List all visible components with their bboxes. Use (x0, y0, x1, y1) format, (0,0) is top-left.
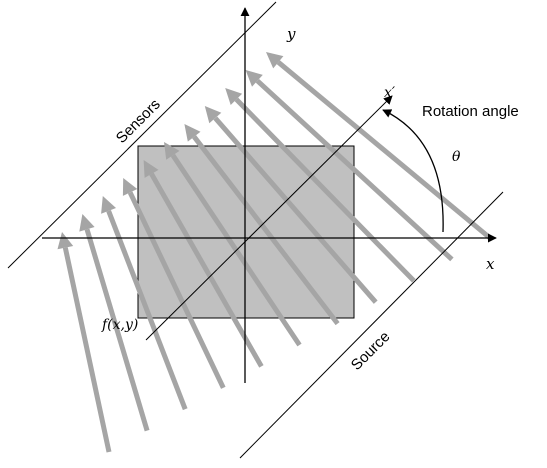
rotation-angle-label: Rotation angle (422, 103, 519, 120)
rotation-angle-arc (382, 109, 444, 233)
x-axis-label: x (486, 255, 495, 273)
projection-ray (106, 209, 188, 411)
x-prime-label: x′ (384, 85, 396, 101)
projection-ray-arrowhead (204, 106, 222, 124)
projection-ray (84, 228, 150, 432)
projection-ray-arrowhead (164, 142, 180, 160)
projection-ray-arrowhead (184, 124, 201, 142)
projection-ray (127, 191, 226, 389)
projection-ray-arrowhead (57, 232, 74, 250)
projection-ray-arrowhead (122, 178, 138, 196)
projection-ray (192, 135, 340, 326)
projection-ray-arrowhead (79, 214, 95, 232)
projection-ray (149, 172, 264, 368)
projection-ray (234, 97, 416, 283)
projection-ray-arrowhead (266, 52, 284, 69)
projection-ray (213, 116, 378, 304)
function-label: f(x,y) (101, 317, 138, 333)
projection-rays (57, 52, 492, 453)
y-axis-label: y (286, 25, 296, 43)
theta-label: θ (452, 149, 461, 165)
projection-ray-arrowhead (143, 160, 159, 178)
projection-ray-arrowhead (245, 70, 263, 87)
projection-ray-arrowhead (101, 196, 116, 214)
projection-ray (255, 78, 454, 262)
source-line (239, 191, 504, 459)
source-label: Source (348, 328, 394, 374)
projection-ray (276, 60, 492, 240)
sensor-line (7, 1, 277, 269)
object-function-region (137, 145, 355, 319)
projection-ray (62, 247, 112, 453)
projection-ray-arrowhead (225, 88, 243, 105)
x-prime-axis-line (145, 95, 393, 341)
